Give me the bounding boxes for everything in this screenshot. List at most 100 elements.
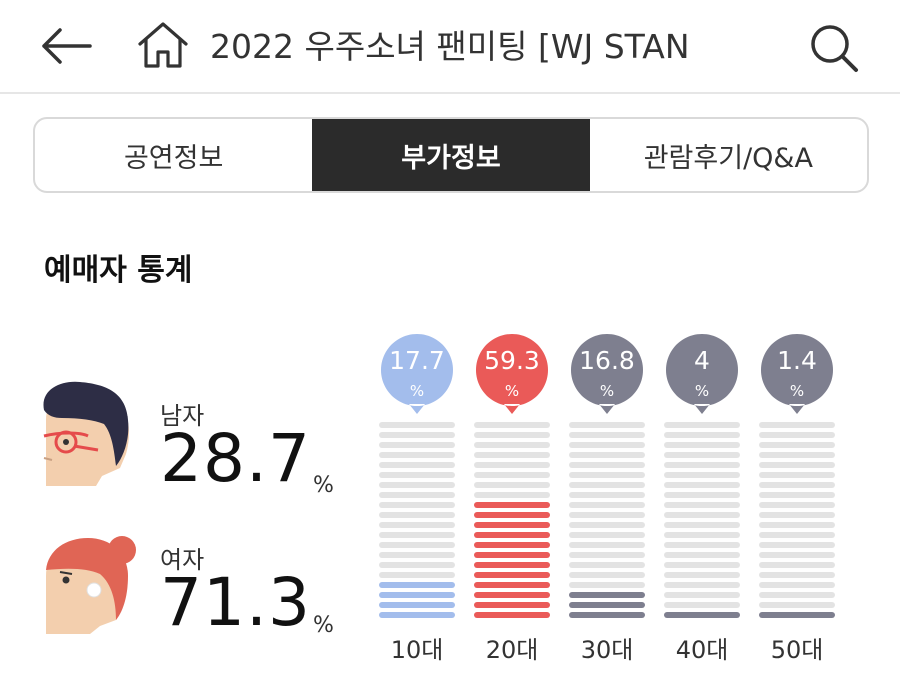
bar-segment	[664, 442, 740, 448]
bar-segment	[664, 422, 740, 428]
female-percent-unit: %	[313, 613, 334, 638]
bar-segment	[379, 492, 455, 498]
bar-segment	[664, 502, 740, 508]
bar-segment	[474, 482, 550, 488]
bar-segment	[569, 452, 645, 458]
bar-segment	[569, 602, 645, 608]
bar-segment	[379, 572, 455, 578]
bar-segment	[379, 472, 455, 478]
bar-segment	[759, 512, 835, 518]
bar-segment	[664, 472, 740, 478]
bar-segment	[569, 432, 645, 438]
bar-segment	[569, 482, 645, 488]
bar-segment	[379, 502, 455, 508]
bar-segment	[569, 472, 645, 478]
bar-segment	[664, 532, 740, 538]
tab-reviews-qna[interactable]: 관람후기/Q&A	[643, 142, 813, 174]
age-30s-value: 16.8	[579, 346, 635, 375]
bar-segment	[379, 562, 455, 568]
bar-segment	[379, 612, 455, 618]
home-button[interactable]	[136, 20, 190, 70]
female-label: 여자	[160, 546, 205, 574]
female-avatar-icon	[46, 536, 136, 634]
bar-segment	[569, 592, 645, 598]
bar-segment	[664, 432, 740, 438]
bar-segment	[379, 602, 455, 608]
bar-segment	[759, 432, 835, 438]
bar-segment	[379, 582, 455, 588]
bar-segment	[759, 482, 835, 488]
age-10s-unit: %	[409, 382, 425, 400]
bar-segment	[569, 462, 645, 468]
bar-segment	[474, 462, 550, 468]
bar-segment	[474, 422, 550, 428]
bar-segment	[474, 492, 550, 498]
bar-segment	[569, 582, 645, 588]
bar-segment	[664, 592, 740, 598]
bar-segment	[759, 572, 835, 578]
male-percent-unit: %	[313, 473, 334, 498]
bar-segment	[569, 512, 645, 518]
bar-segment	[759, 522, 835, 528]
bar-segment	[664, 572, 740, 578]
bar-segment	[379, 482, 455, 488]
bar-segment	[474, 552, 550, 558]
search-icon	[811, 25, 858, 72]
bar-segment	[379, 542, 455, 548]
female-percent: 71.3	[160, 564, 311, 641]
bar-segment	[664, 512, 740, 518]
bar-segment	[664, 552, 740, 558]
bar-segment	[379, 532, 455, 538]
arrow-left-icon	[42, 28, 92, 64]
bar-segment	[759, 452, 835, 458]
back-button[interactable]	[38, 26, 94, 66]
bar-segment	[379, 452, 455, 458]
bar-segment	[569, 422, 645, 428]
bar-segment	[474, 582, 550, 588]
bar-segment	[664, 562, 740, 568]
bar-segment	[569, 562, 645, 568]
bar-segment	[379, 522, 455, 528]
bar-segment	[379, 442, 455, 448]
age-10s-label: 10대	[390, 636, 444, 664]
bar-segment	[664, 522, 740, 528]
bar-segment	[569, 532, 645, 538]
age-50s-label: 50대	[770, 636, 824, 664]
tab-additional-info[interactable]: 부가정보	[312, 119, 590, 191]
bar-segment	[759, 562, 835, 568]
age-40s-bar	[664, 422, 740, 622]
bar-segment	[474, 442, 550, 448]
age-10s-bar	[379, 422, 455, 622]
bar-segment	[759, 602, 835, 608]
bar-segment	[474, 562, 550, 568]
bar-segment	[379, 462, 455, 468]
bar-segment	[474, 502, 550, 508]
bar-segment	[379, 512, 455, 518]
bar-segment	[664, 462, 740, 468]
bar-segment	[474, 532, 550, 538]
age-10s-value: 17.7	[389, 346, 445, 375]
bar-segment	[759, 422, 835, 428]
bar-segment	[474, 512, 550, 518]
value-bubble	[665, 334, 738, 414]
title-fade	[730, 22, 780, 72]
tab-performance-info[interactable]: 공연정보	[123, 142, 224, 174]
top-bar: 2022 우주소녀 팬미팅 [WJ STAN	[0, 0, 900, 94]
age-40s-value: 4	[694, 346, 710, 375]
bar-segment	[664, 602, 740, 608]
bar-segment	[664, 492, 740, 498]
bar-segment	[569, 552, 645, 558]
female-stat: 여자 71.3 %	[40, 530, 360, 650]
age-30s-bar	[569, 422, 645, 622]
age-30s-unit: %	[599, 382, 615, 400]
bar-segment	[664, 452, 740, 458]
bar-segment	[569, 612, 645, 618]
male-avatar-icon	[43, 381, 129, 486]
male-stat: 남자 28.7 %	[40, 380, 360, 500]
bar-segment	[569, 522, 645, 528]
age-30s-label: 30대	[580, 636, 634, 664]
bar-segment	[664, 482, 740, 488]
search-button[interactable]	[808, 22, 860, 74]
bar-segment	[569, 492, 645, 498]
value-bubble	[380, 334, 453, 414]
